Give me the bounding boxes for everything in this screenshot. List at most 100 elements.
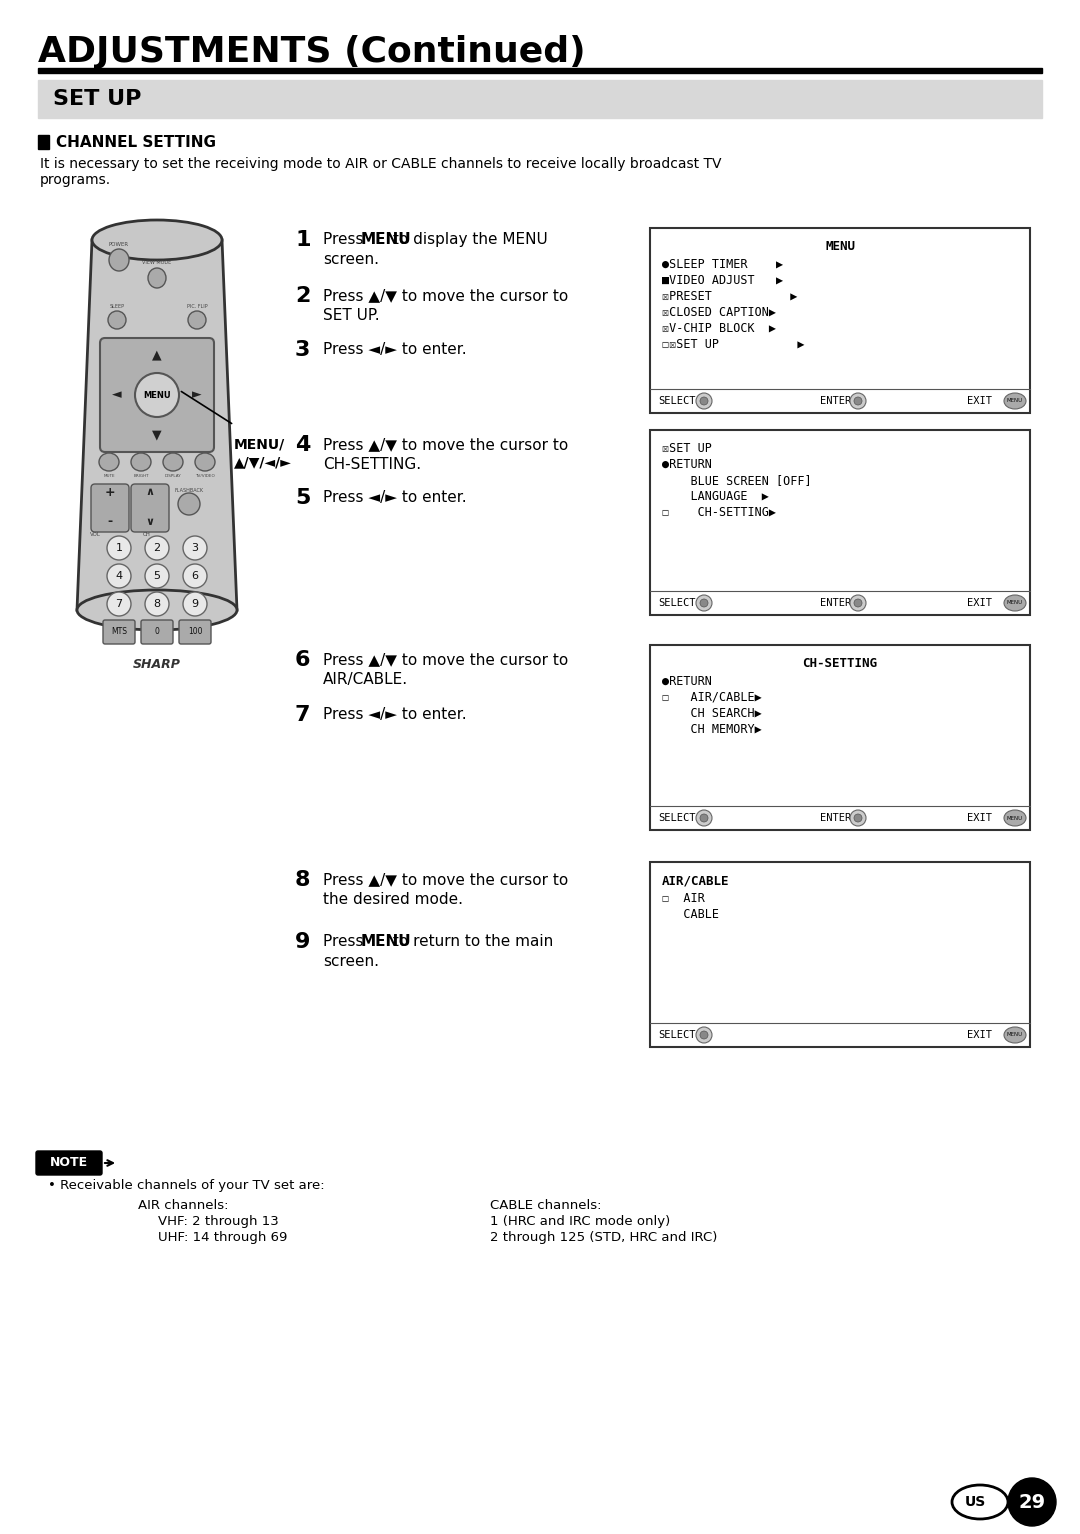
Text: 7: 7 [116,598,122,609]
Text: DISPLAY: DISPLAY [164,474,181,479]
Text: MENU: MENU [825,239,855,253]
Text: MENU/: MENU/ [234,437,285,451]
Text: EXIT: EXIT [967,598,993,607]
Text: MENU: MENU [361,934,411,950]
Text: NOTE: NOTE [50,1157,89,1169]
Text: AIR/CABLE.: AIR/CABLE. [323,672,408,687]
Text: BRIGHT: BRIGHT [133,474,149,479]
Text: UHF: 14 through 69: UHF: 14 through 69 [158,1230,287,1244]
Text: 1: 1 [116,543,122,552]
Text: 5: 5 [295,488,310,508]
Circle shape [107,592,131,617]
Text: AIR/CABLE: AIR/CABLE [662,874,729,887]
Circle shape [696,810,712,825]
Bar [650,430,1030,615]
Ellipse shape [951,1485,1008,1519]
Text: Press ▲/▼ to move the cursor to: Press ▲/▼ to move the cursor to [323,871,568,887]
Text: Press: Press [323,934,368,950]
Text: ►: ► [192,388,202,402]
Text: screen.: screen. [323,252,379,267]
Circle shape [696,1026,712,1043]
Ellipse shape [131,453,151,471]
Ellipse shape [77,591,237,630]
FancyBboxPatch shape [141,620,173,644]
Ellipse shape [178,492,200,515]
Ellipse shape [1004,393,1026,410]
Text: MENU: MENU [1007,600,1023,606]
Text: VIEW MODE: VIEW MODE [143,259,172,264]
Ellipse shape [1004,1026,1026,1043]
Text: BLUE SCREEN [OFF]: BLUE SCREEN [OFF] [662,474,812,486]
Text: 100: 100 [188,627,202,637]
Text: SLEEP: SLEEP [109,305,124,310]
FancyBboxPatch shape [179,620,211,644]
Text: SELECT: SELECT [658,1029,696,1040]
Text: ☒V-CHIP BLOCK  ▶: ☒V-CHIP BLOCK ▶ [662,322,777,334]
Text: SET UP.: SET UP. [323,308,380,324]
Circle shape [183,565,207,588]
Circle shape [854,598,862,607]
Circle shape [700,397,708,405]
Bar [650,229,1030,413]
Text: Press: Press [323,232,368,247]
Circle shape [696,595,712,611]
Circle shape [1008,1477,1056,1526]
Bar [38,80,1042,118]
Text: SELECT: SELECT [658,813,696,824]
Text: CH MEMORY▶: CH MEMORY▶ [662,723,761,736]
Bar [650,644,1030,830]
Text: Press ◄/► to enter.: Press ◄/► to enter. [323,489,467,505]
Text: 9: 9 [191,598,199,609]
Text: SET UP: SET UP [53,89,141,109]
Text: 2: 2 [153,543,161,552]
Text: CHANNEL SETTING: CHANNEL SETTING [56,135,216,150]
Text: ▲: ▲ [152,348,162,362]
Circle shape [135,373,179,417]
Text: ☐  AIR: ☐ AIR [662,891,705,905]
Text: ☒PRESET           ▶: ☒PRESET ▶ [662,290,797,304]
Text: 6: 6 [295,650,311,670]
Text: ●SLEEP TIMER    ▶: ●SLEEP TIMER ▶ [662,258,783,272]
Text: 3: 3 [191,543,199,552]
Circle shape [850,595,866,611]
Ellipse shape [1004,810,1026,825]
Text: 4: 4 [116,571,122,581]
Text: CH-SETTING.: CH-SETTING. [323,457,421,472]
Ellipse shape [188,311,206,328]
Bar [38,135,49,149]
Text: ■VIDEO ADJUST   ▶: ■VIDEO ADJUST ▶ [662,275,783,287]
Text: ●RETURN: ●RETURN [662,675,712,689]
Circle shape [145,592,168,617]
Text: TV/VIDEO: TV/VIDEO [195,474,215,479]
Text: CH-SETTING: CH-SETTING [802,657,877,670]
Text: Press ▲/▼ to move the cursor to: Press ▲/▼ to move the cursor to [323,652,568,667]
Circle shape [107,565,131,588]
Text: 5: 5 [153,571,161,581]
Circle shape [850,393,866,410]
FancyArrowPatch shape [181,391,231,423]
Text: POWER: POWER [109,241,130,247]
Text: • Receivable channels of your TV set are:: • Receivable channels of your TV set are… [48,1180,325,1192]
Circle shape [696,393,712,410]
Text: to return to the main: to return to the main [388,934,553,950]
Text: programs.: programs. [40,173,111,187]
Ellipse shape [148,268,166,288]
Text: MENU: MENU [1007,816,1023,821]
Text: 8: 8 [153,598,161,609]
Text: 8: 8 [295,870,311,890]
Text: ∨: ∨ [146,517,154,528]
Text: ENTER: ENTER [820,396,851,407]
Text: SELECT: SELECT [658,598,696,607]
Text: SHARP: SHARP [133,658,181,672]
Text: 2: 2 [295,285,310,305]
Circle shape [700,815,708,822]
FancyBboxPatch shape [91,485,129,532]
Text: screen.: screen. [323,954,379,969]
Text: ENTER: ENTER [820,598,851,607]
Text: ▼: ▼ [152,428,162,442]
Circle shape [107,535,131,560]
Text: VHF: 2 through 13: VHF: 2 through 13 [158,1215,279,1229]
Circle shape [183,592,207,617]
Text: AIR channels:: AIR channels: [138,1200,229,1212]
Circle shape [145,535,168,560]
